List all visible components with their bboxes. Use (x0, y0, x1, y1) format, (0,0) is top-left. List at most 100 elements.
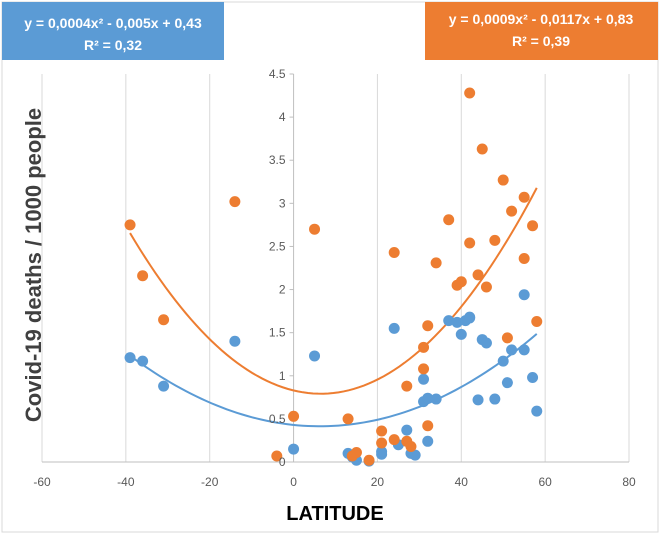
y-tick-label: 3 (279, 196, 286, 210)
x-tick-label: -40 (117, 475, 135, 489)
blue-data-point (418, 373, 430, 385)
orange-data-point (405, 440, 417, 452)
orange-data-point (443, 214, 455, 226)
blue-data-point (531, 405, 543, 417)
blue-data-point (158, 380, 170, 392)
orange-data-point (309, 223, 321, 235)
blue-data-point (472, 394, 484, 406)
orange-data-point (418, 363, 430, 375)
orange-data-point (476, 143, 488, 155)
orange-data-point (497, 174, 509, 186)
blue-data-point (497, 355, 509, 367)
blue-data-point (443, 315, 455, 327)
y-tick-label: 0.5 (269, 412, 286, 426)
orange-data-point (506, 205, 518, 217)
blue-data-point (518, 289, 530, 301)
blue-data-point (401, 424, 413, 436)
blue-data-point (518, 344, 530, 356)
orange-r2-label: R² = 0,39 (512, 33, 570, 49)
y-tick-label: 1 (279, 369, 286, 383)
x-tick-label: -20 (201, 475, 219, 489)
orange-data-point (388, 434, 400, 446)
equation-box-blue: y = 0,0004x² - 0,005x + 0,43 R² = 0,32 (2, 2, 224, 60)
orange-data-point (229, 196, 241, 208)
equation-box-blue-bg (2, 2, 224, 60)
x-tick-label: 0 (290, 475, 297, 489)
blue-data-point (480, 337, 492, 349)
blue-data-point (409, 449, 421, 461)
orange-data-point (363, 454, 375, 466)
orange-data-point (501, 332, 513, 344)
orange-data-point (472, 269, 484, 281)
blue-data-point (124, 352, 136, 364)
orange-data-point (376, 425, 388, 437)
blue-data-point (422, 392, 434, 404)
orange-data-point (342, 413, 354, 425)
tick-labels: -60 -40 -20 0 20 40 60 80 0 0.5 1 1.5 2 2.5 3 3.5 4 4.5 (33, 67, 636, 489)
x-axis-title: LATITUDE (286, 503, 383, 525)
axes (42, 73, 629, 463)
trendlines (129, 187, 538, 428)
orange-data-point (430, 257, 442, 269)
orange-data-point (518, 191, 530, 203)
orange-data-point (527, 220, 539, 232)
orange-data-point (422, 420, 434, 432)
orange-data-point (271, 450, 283, 462)
blue-data-point (137, 355, 149, 367)
x-tick-label: 40 (455, 475, 469, 489)
blue-data-point (464, 312, 476, 324)
grid-lines (41, 74, 630, 462)
blue-data-point (422, 435, 434, 447)
y-tick-label: 3.5 (269, 153, 286, 167)
orange-data-point (137, 270, 149, 282)
y-tick-label: 2.5 (269, 239, 286, 253)
y-tick-label: 2 (279, 283, 286, 297)
orange-data-point (480, 281, 492, 293)
orange-data-point (158, 314, 170, 326)
x-tick-label: 80 (622, 475, 636, 489)
x-tick-label: -60 (33, 475, 51, 489)
blue-data-point (506, 344, 518, 356)
orange-equation-label: y = 0,0009x² - 0,0117x + 0,83 (449, 11, 634, 27)
blue-data-point (451, 316, 463, 328)
blue-data-point (430, 393, 442, 405)
y-tick-label: 0 (279, 455, 286, 469)
orange-data-point (531, 315, 543, 327)
blue-data-point (376, 446, 388, 458)
y-tick-label: 1.5 (269, 326, 286, 340)
orange-data-point (418, 341, 430, 353)
equation-box-orange-bg (425, 2, 658, 60)
blue-data-point (309, 350, 321, 362)
blue-data-point (229, 335, 241, 347)
orange-data-point (124, 219, 136, 231)
y-tick-label: 4.5 (269, 67, 286, 81)
orange-data-point (455, 276, 467, 288)
x-tick-label: 20 (371, 475, 385, 489)
x-tick-label: 60 (538, 475, 552, 489)
blue-data-point (455, 328, 467, 340)
blue-equation-label: y = 0,0004x² - 0,005x + 0,43 (24, 15, 202, 31)
blue-trendline (129, 333, 538, 428)
data-points (124, 87, 543, 467)
orange-data-point (401, 380, 413, 392)
orange-data-point (518, 253, 530, 265)
orange-trendline (129, 187, 538, 395)
blue-data-point (501, 377, 513, 389)
orange-data-point (464, 87, 476, 99)
y-axis-title: Covid-19 deaths / 1000 people (21, 108, 46, 422)
orange-data-point (422, 320, 434, 332)
blue-r2-label: R² = 0,32 (84, 37, 142, 53)
orange-data-point (388, 246, 400, 258)
blue-data-point (527, 372, 539, 384)
orange-data-point (288, 410, 300, 422)
orange-data-point (376, 437, 388, 449)
blue-data-point (388, 322, 400, 334)
blue-data-point (288, 443, 300, 455)
equation-box-orange: y = 0,0009x² - 0,0117x + 0,83 R² = 0,39 (425, 2, 658, 60)
orange-data-point (350, 447, 362, 459)
blue-data-point (489, 393, 501, 405)
orange-data-point (464, 237, 476, 249)
